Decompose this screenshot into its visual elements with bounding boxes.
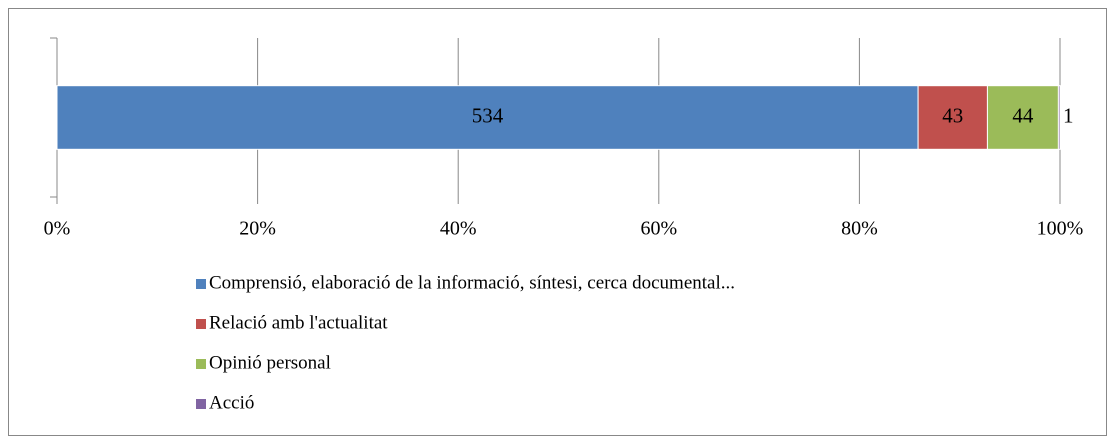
- legend-label: Relació amb l'actualitat: [209, 312, 388, 333]
- x-tick-label: 80%: [841, 218, 878, 240]
- legend-label: Comprensió, elaboració de la informació,…: [209, 272, 735, 293]
- bar-segment: [1057, 85, 1061, 150]
- legend-label: Opinió personal: [209, 352, 331, 373]
- x-tick-label: 40%: [440, 218, 477, 240]
- data-label: 534: [472, 103, 504, 127]
- data-label: 43: [942, 103, 963, 127]
- x-tick-label: 100%: [1037, 218, 1084, 240]
- chart-frame: [8, 8, 1107, 436]
- bar-segment: [986, 85, 1059, 150]
- data-label: 44: [1012, 103, 1034, 127]
- legend-swatch: [196, 319, 206, 329]
- legend-swatch: [196, 279, 206, 289]
- legend-swatch: [196, 359, 206, 369]
- legend-label: Acció: [209, 392, 254, 413]
- x-tick-label: 60%: [640, 218, 677, 240]
- legend-swatch: [196, 399, 206, 409]
- x-tick-label: 0%: [44, 218, 71, 240]
- data-label: 1: [1063, 103, 1074, 127]
- x-tick-label: 20%: [239, 218, 276, 240]
- bar-segment: [917, 85, 988, 150]
